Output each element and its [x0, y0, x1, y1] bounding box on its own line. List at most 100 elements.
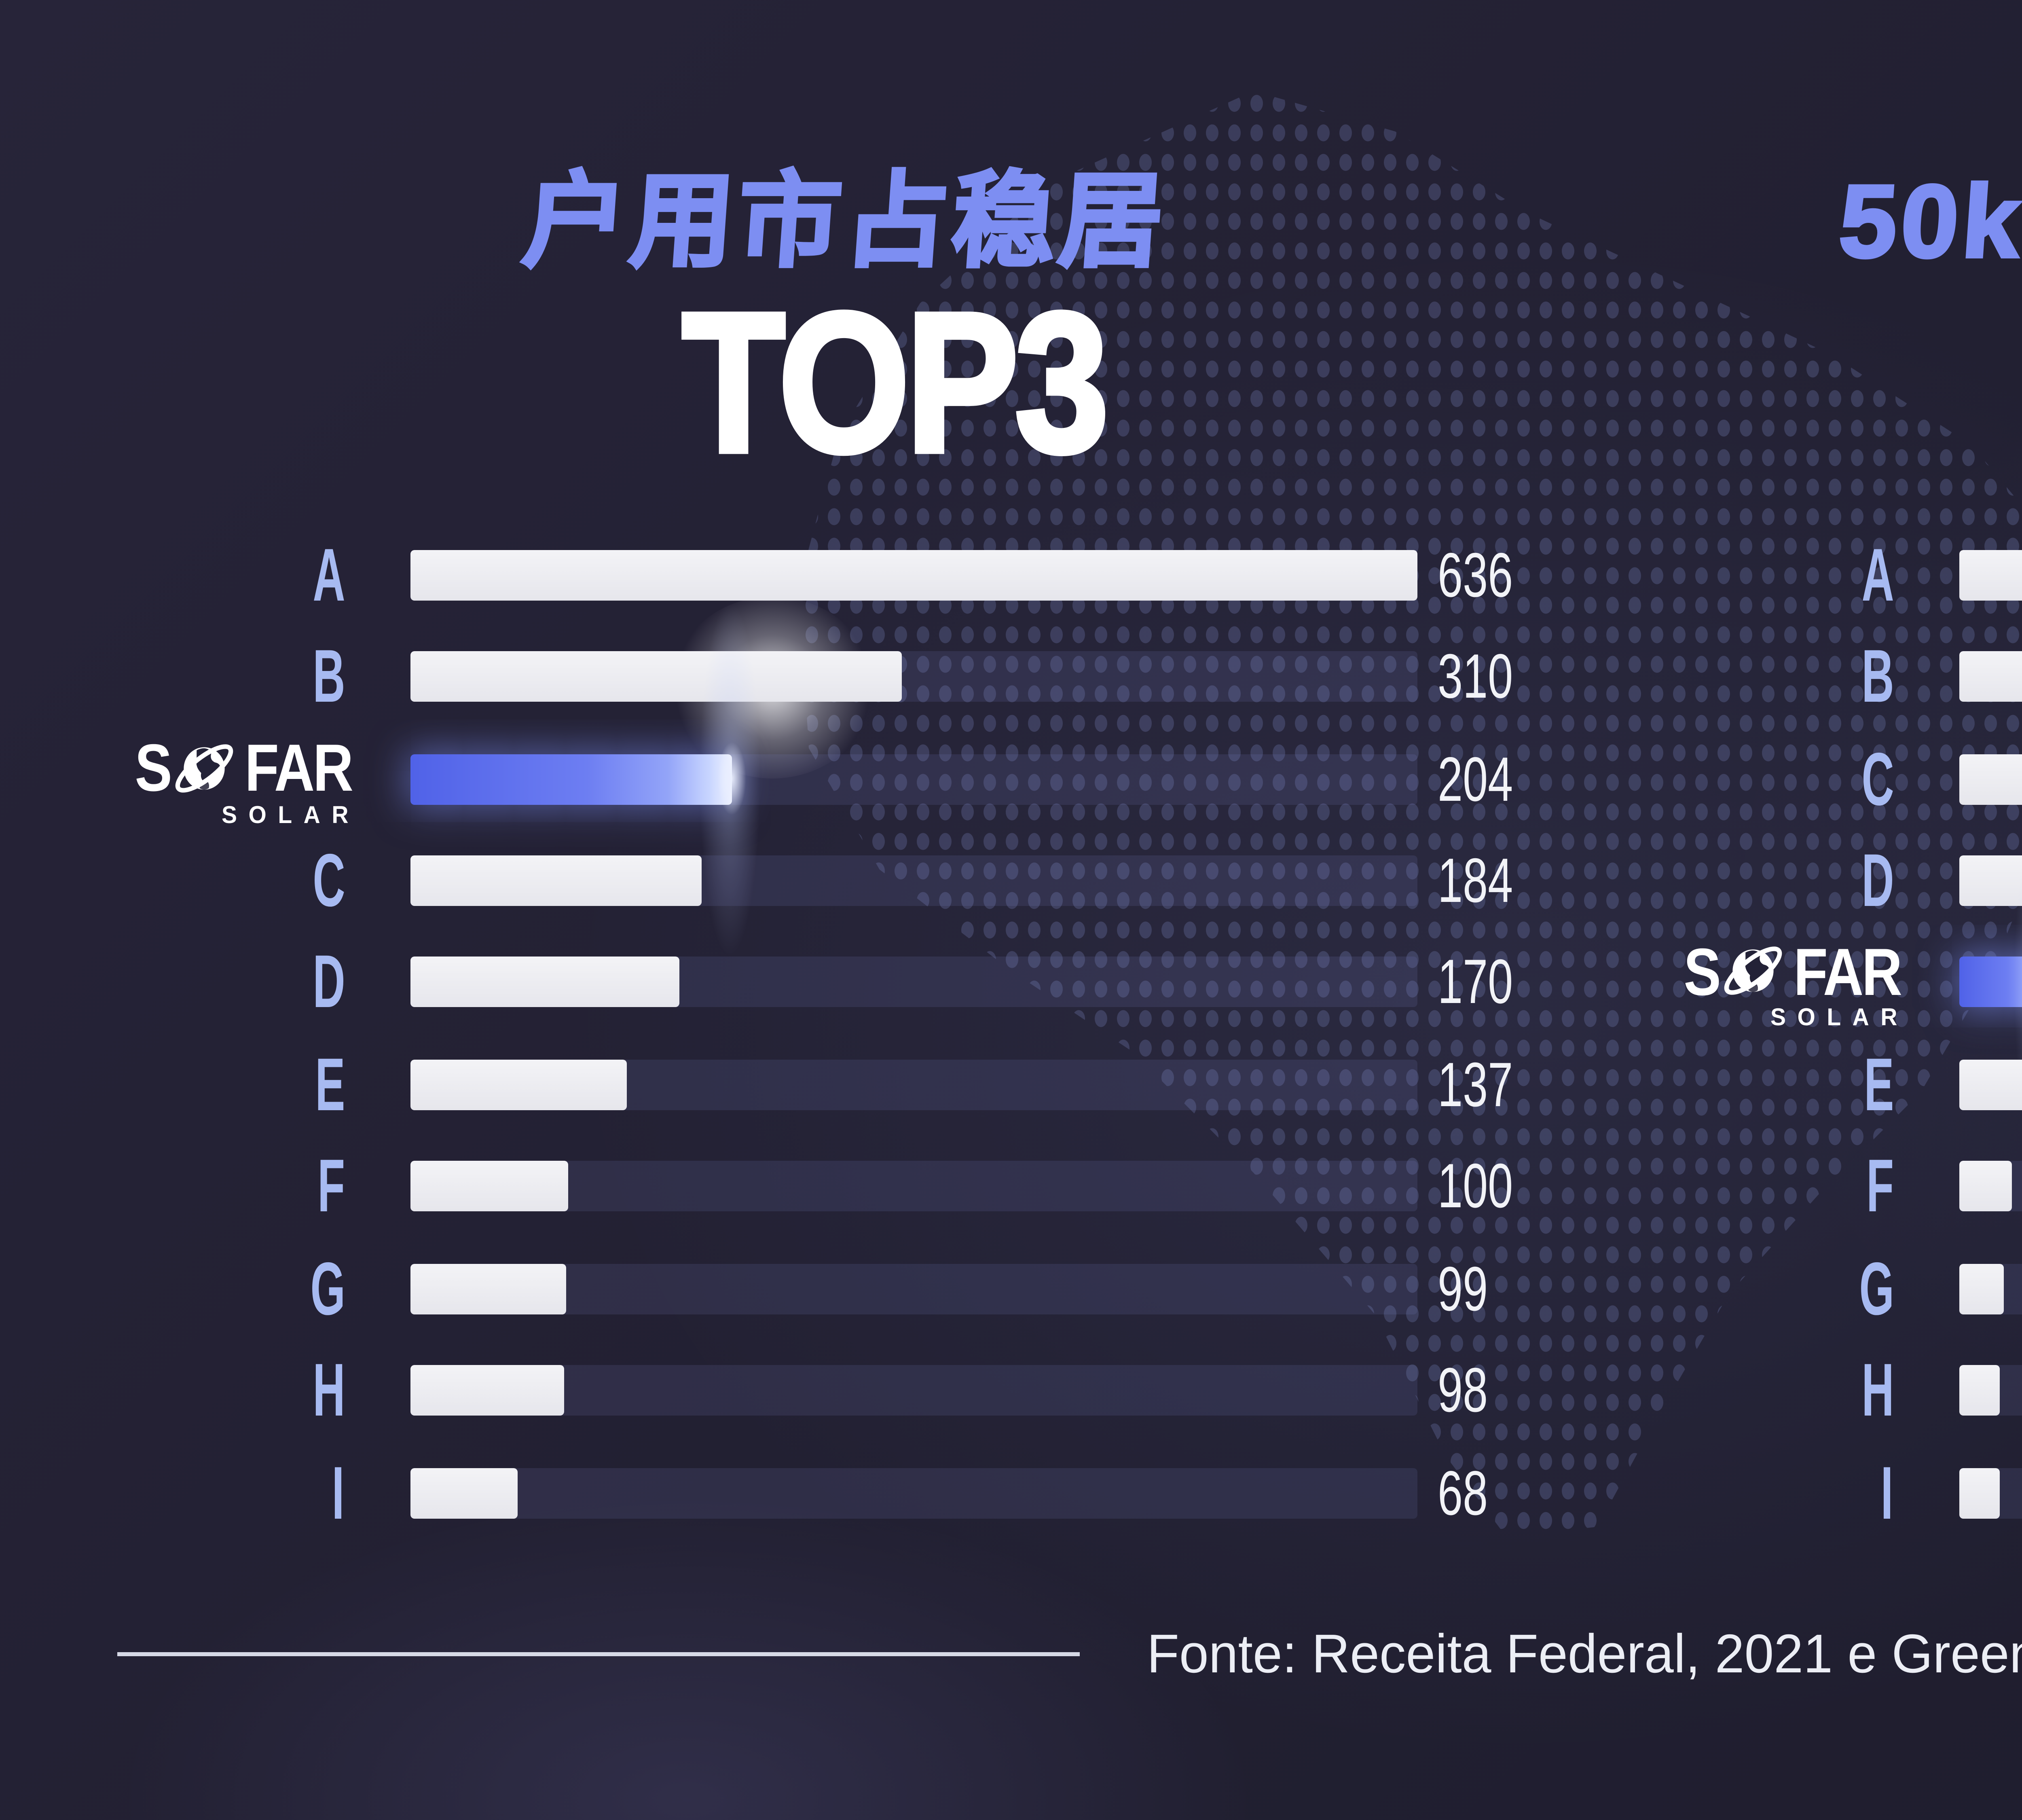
- bar-value: 98: [1437, 1355, 1488, 1426]
- bar-value: 137: [1437, 1049, 1513, 1120]
- row-label: D: [313, 941, 345, 1024]
- bar-value: 310: [1437, 641, 1513, 712]
- logo-letters-far: FAR: [244, 730, 353, 805]
- left-chart-title: 户用市占稳居: [518, 162, 1172, 281]
- bar-track: [1959, 651, 2022, 702]
- row-label: A: [313, 533, 345, 616]
- left-chart-rank: TOP3: [679, 271, 1111, 493]
- row-label: D: [1861, 839, 1894, 923]
- bar-fill: [410, 1263, 567, 1314]
- bar-track: [410, 549, 1417, 600]
- bar-track: [1959, 1365, 2022, 1416]
- bar-fill: [1959, 1161, 2012, 1212]
- bar-value: 99: [1437, 1253, 1488, 1324]
- bar-fill: [1959, 1467, 2000, 1518]
- bar-fill: [1959, 1059, 2022, 1110]
- bar-row-i: I64: [1549, 1442, 2022, 1544]
- bar-row-b: B1,203: [1549, 626, 2022, 728]
- row-label: I: [1881, 1451, 1894, 1534]
- bar-track: [1959, 753, 2022, 804]
- row-label: A: [1861, 533, 1894, 616]
- bar-row-sofar: S FAR SOLAR 137: [1549, 932, 2022, 1034]
- footer-divider-left: [117, 1652, 1079, 1656]
- bar-row-g: G 99: [0, 1238, 1678, 1340]
- logo-letter-s: S: [134, 730, 171, 805]
- bar-row-a: A 636: [0, 524, 1678, 626]
- bar-track: [410, 1467, 1417, 1518]
- bar-fill: [1959, 651, 2022, 702]
- bar-fill: [410, 1467, 518, 1518]
- bar-fill: [410, 1059, 627, 1110]
- bar-value: 636: [1437, 539, 1513, 610]
- bar-track: [1959, 549, 2022, 600]
- bar-track: [410, 1161, 1417, 1212]
- bar-row-e: E 137: [0, 1034, 1678, 1136]
- left-chart-rows: A 636 B 310 S FAR SOLAR 204 C 184 D 170 E 137 F 100…: [0, 524, 1678, 1544]
- bar-fill: [1959, 855, 2022, 906]
- bar-row-e: E124: [1549, 1034, 2022, 1136]
- globe-orbit-icon: [1723, 947, 1781, 996]
- bar-track: [1959, 957, 2022, 1008]
- row-label: E: [315, 1043, 345, 1126]
- row-label: I: [332, 1451, 345, 1534]
- bar-track: [410, 1059, 1417, 1110]
- row-label: E: [1864, 1043, 1894, 1126]
- bar-track: [1959, 1467, 2022, 1518]
- bar-row-h: H 98: [0, 1340, 1678, 1442]
- row-label: G: [1859, 1247, 1894, 1330]
- bar-value: 68: [1437, 1457, 1488, 1528]
- bar-fill: [410, 855, 702, 906]
- bar-fill: [1959, 1263, 2004, 1314]
- sofar-solar-logo: S FAR SOLAR: [1679, 934, 1910, 1031]
- bar-fill: [1959, 549, 2022, 600]
- bar-fill: [410, 549, 1417, 600]
- bar-row-sofar: S FAR SOLAR 204: [0, 728, 1678, 830]
- bar-track: [410, 753, 1417, 804]
- row-label: B: [1861, 635, 1894, 718]
- bar-track: [410, 957, 1417, 1008]
- bar-row-c: C511: [1549, 728, 2022, 830]
- bar-row-h: H65: [1549, 1340, 2022, 1442]
- bar-track: [410, 1263, 1417, 1314]
- bar-track: [410, 855, 1417, 906]
- bar-row-d: D214: [1549, 830, 2022, 932]
- bar-row-a: A1,567: [1549, 524, 2022, 626]
- sofar-solar-logo: S FAR SOLAR: [131, 731, 361, 826]
- row-label: C: [1861, 737, 1894, 820]
- bar-fill: [410, 1365, 565, 1416]
- footer: Fonte: Receita Federal, 2021 e Greener: [117, 1614, 2022, 1695]
- row-label: F: [317, 1145, 345, 1228]
- bar-value: 100: [1437, 1151, 1513, 1222]
- bar-row-b: B 310: [0, 626, 1678, 728]
- bar-value: 184: [1437, 845, 1513, 916]
- row-label: C: [313, 839, 345, 923]
- logo-word-solar: SOLAR: [221, 800, 360, 828]
- row-label: B: [313, 635, 345, 718]
- bar-row-i: I 68: [0, 1442, 1678, 1544]
- bar-track: [1959, 1263, 2022, 1314]
- sofar-highlight-bar: [1959, 957, 2022, 1008]
- bar-fill: [410, 651, 901, 702]
- row-label: F: [1866, 1145, 1894, 1228]
- bar-row-d: D 170: [0, 932, 1678, 1034]
- logo-letter-s: S: [1683, 934, 1720, 1009]
- bar-track: [1959, 1059, 2022, 1110]
- bar-track: [1959, 855, 2022, 906]
- bar-row-c: C 184: [0, 830, 1678, 932]
- row-label: G: [310, 1247, 345, 1330]
- bar-fill: [1959, 753, 2022, 804]
- footer-source-text: Fonte: Receita Federal, 2021 e Greener: [1146, 1623, 2022, 1684]
- right-chart-rows: A1,567B1,203C511D214 S FAR SOLAR 137E124…: [1549, 524, 2022, 1544]
- right-chart-title: 50kW及以上电站市占稳居: [1834, 162, 2022, 281]
- bar-value: 204: [1437, 743, 1513, 814]
- bar-row-f: F 100: [0, 1136, 1678, 1238]
- bar-fill: [410, 1161, 569, 1212]
- globe-orbit-icon: [174, 743, 233, 792]
- sofar-highlight-bar: [410, 753, 733, 804]
- bar-fill: [1959, 1365, 2001, 1416]
- bar-row-f: F83: [1549, 1136, 2022, 1238]
- bar-value: 170: [1437, 947, 1513, 1018]
- bar-fill: [410, 957, 679, 1008]
- bar-track: [410, 1365, 1417, 1416]
- bar-row-g: G70: [1549, 1238, 2022, 1340]
